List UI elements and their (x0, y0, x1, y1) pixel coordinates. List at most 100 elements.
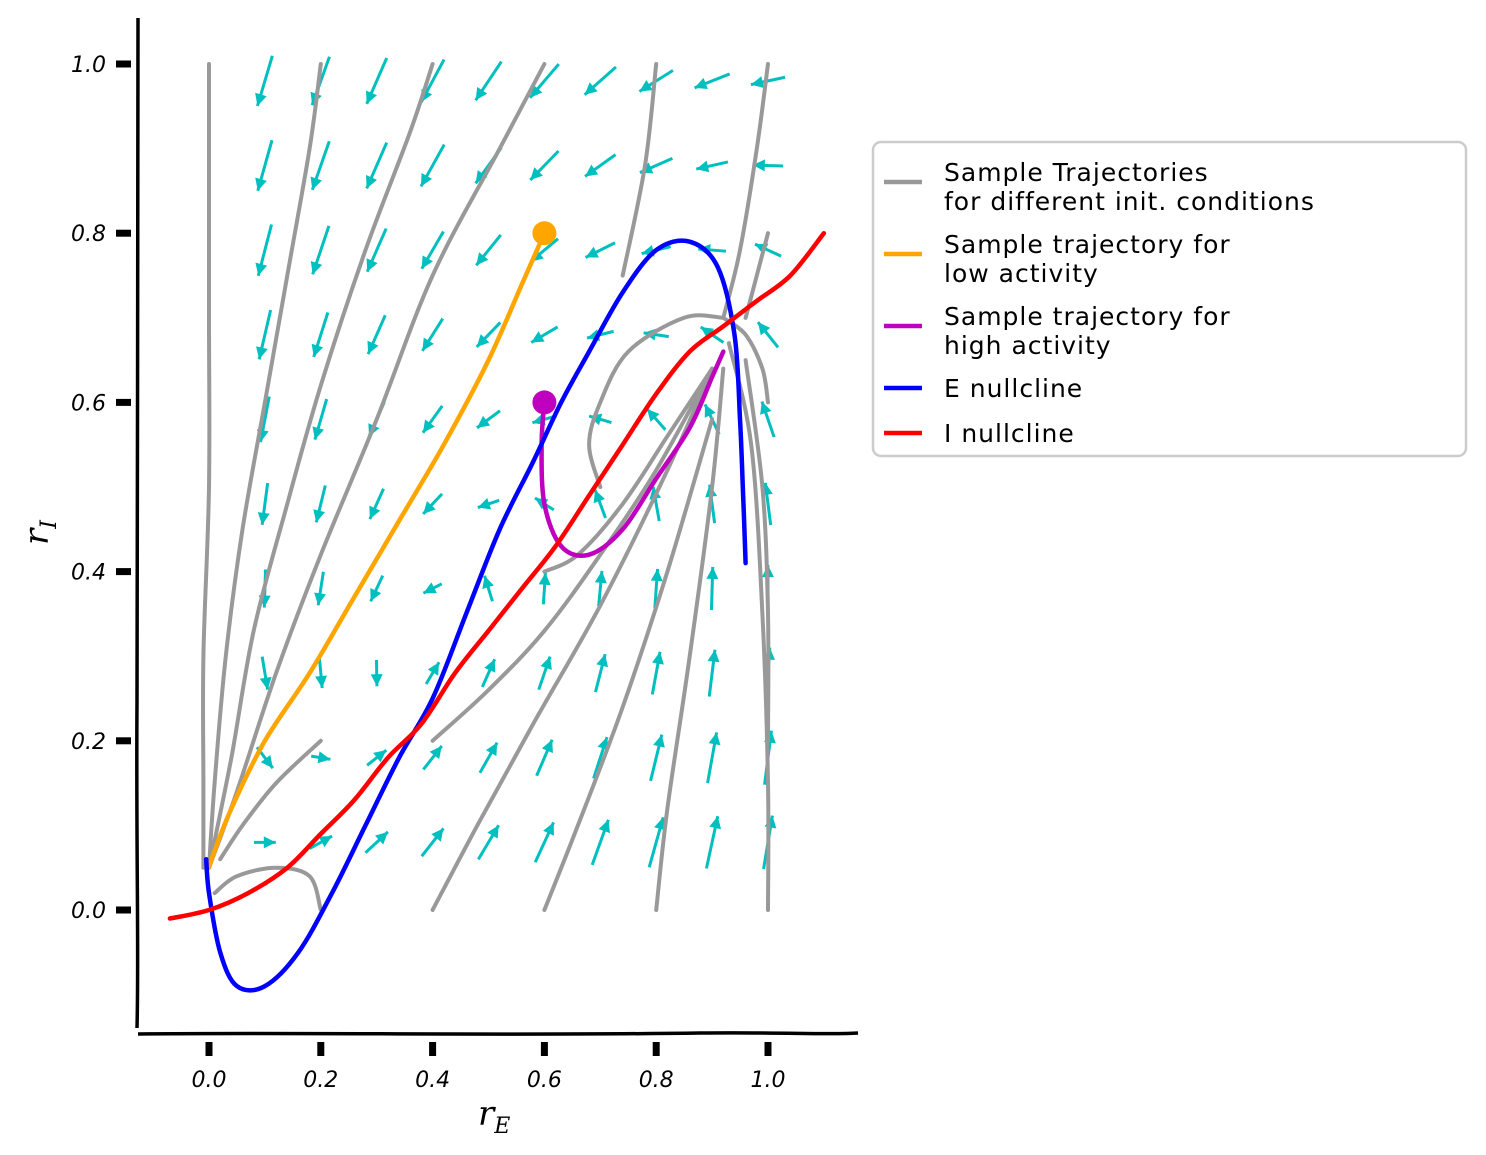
y-tick-label: 0.6 (71, 391, 106, 416)
sample-trajectory-line (430, 366, 715, 912)
legend-label: I nullcline (944, 419, 1075, 448)
sample-trajectories (201, 62, 771, 912)
y-axis-spine (135, 17, 140, 1029)
vector-arrow (366, 314, 387, 355)
vector-arrow (529, 149, 560, 182)
e-nullcline (203, 238, 748, 993)
legend-label: E nullcline (944, 374, 1083, 403)
vector-arrow (695, 160, 729, 173)
sample-trajectory-line (207, 62, 323, 870)
vector-arrow (583, 65, 617, 96)
vector-arrow (645, 407, 667, 431)
tick-marks: 0.0 0.2 0.4 0.6 0.8 1.0 0.0 0.2 0.4 0.6 0.8 1.0 (71, 53, 786, 1093)
y-axis-label: rI (17, 519, 62, 545)
vector-arrow (537, 656, 552, 691)
vector-arrow (593, 653, 608, 693)
low-activity-trajectory-start-marker (532, 221, 557, 246)
sample-trajectory-line (218, 738, 323, 862)
y-tick-label: 0.0 (71, 899, 106, 924)
high-activity-trajectory-start-marker (532, 390, 557, 415)
x-tick-label: 0.8 (639, 1068, 674, 1093)
x-tick-label: 0.6 (527, 1068, 562, 1093)
vector-arrow (419, 143, 446, 188)
vector-arrow (760, 401, 776, 438)
sample-trajectory-line (743, 358, 771, 743)
vector-arrow (422, 582, 443, 595)
x-tick-label: 0.2 (303, 1068, 338, 1093)
vector-arrow (255, 55, 274, 107)
vector-arrow (647, 816, 666, 868)
vector-arrow (592, 736, 610, 779)
vector-arrow (584, 241, 616, 259)
sample-trajectory-line (620, 62, 659, 278)
vector-arrow (649, 734, 665, 782)
vector-arrow (750, 75, 786, 88)
legend-frame (871, 140, 1468, 458)
vector-arrow (253, 836, 276, 849)
vector-arrow (476, 409, 501, 430)
low-activity-trajectory (206, 230, 547, 870)
vector-arrow (752, 159, 784, 172)
vector-arrow (707, 649, 720, 697)
vector-arrow (308, 834, 333, 850)
vector-arrow (594, 570, 607, 607)
vector-arrow (706, 732, 721, 784)
y-tick-label: 0.4 (71, 561, 106, 586)
vector-arrow (593, 489, 607, 519)
vector-arrow (310, 225, 331, 275)
vector-arrow (256, 309, 273, 360)
vector-arrow (310, 140, 331, 191)
high-activity-trajectory (539, 349, 726, 558)
legend-label-line2: for different init. conditions (944, 187, 1315, 216)
vector-arrow (482, 575, 494, 602)
vector-arrow (693, 72, 731, 90)
vector-arrow (314, 571, 326, 606)
sample-trajectory-line (542, 417, 715, 912)
legend-label: Sample trajectory for (944, 230, 1231, 259)
vector-arrow (424, 661, 441, 685)
vector-arrow (313, 485, 327, 523)
vector-arrow (420, 230, 445, 270)
sample-trajectory-line (542, 366, 715, 574)
vector-arrow (530, 325, 559, 344)
vector-arrow (650, 568, 663, 609)
vector-arrow (421, 317, 445, 352)
vector-arrow (704, 815, 722, 869)
vector-arrow (368, 488, 385, 520)
vector-arrow (255, 224, 273, 277)
x-axis-spine (137, 1031, 859, 1036)
sample-trajectory-line (207, 62, 435, 870)
y-tick-label: 1.0 (71, 53, 106, 78)
vector-arrow (650, 651, 664, 695)
sample-trajectory-line (654, 366, 726, 912)
vector-arrow (365, 57, 389, 105)
sample-trajectory-line (726, 341, 771, 912)
vector-arrow (366, 748, 388, 767)
vector-arrow (311, 312, 330, 358)
sample-trajectory-line (212, 865, 323, 912)
vector-arrow (584, 153, 617, 178)
vector-arrow (480, 658, 497, 688)
legend-label-line2: high activity (944, 331, 1112, 360)
vector-arrow (421, 404, 444, 434)
sample-trajectory-line (587, 313, 726, 489)
vector-arrow (420, 827, 445, 858)
x-tick-label: 1.0 (751, 1068, 786, 1093)
vector-arrow (533, 821, 555, 863)
vector-arrow (257, 482, 270, 526)
vector-arrow (590, 819, 610, 866)
legend-entry-enull: E nullcline (884, 374, 1083, 403)
vector-arrow (475, 233, 502, 267)
vector-arrow (477, 824, 500, 861)
vector-arrow (535, 739, 554, 777)
vector-arrow (706, 566, 719, 611)
legend-label: Sample Trajectories (944, 158, 1209, 187)
vector-arrow (255, 139, 274, 192)
vector-arrow (538, 572, 551, 605)
vector-arrow (365, 141, 389, 190)
sample-trajectory-line (201, 62, 212, 870)
sample-trajectory-line (721, 62, 770, 320)
